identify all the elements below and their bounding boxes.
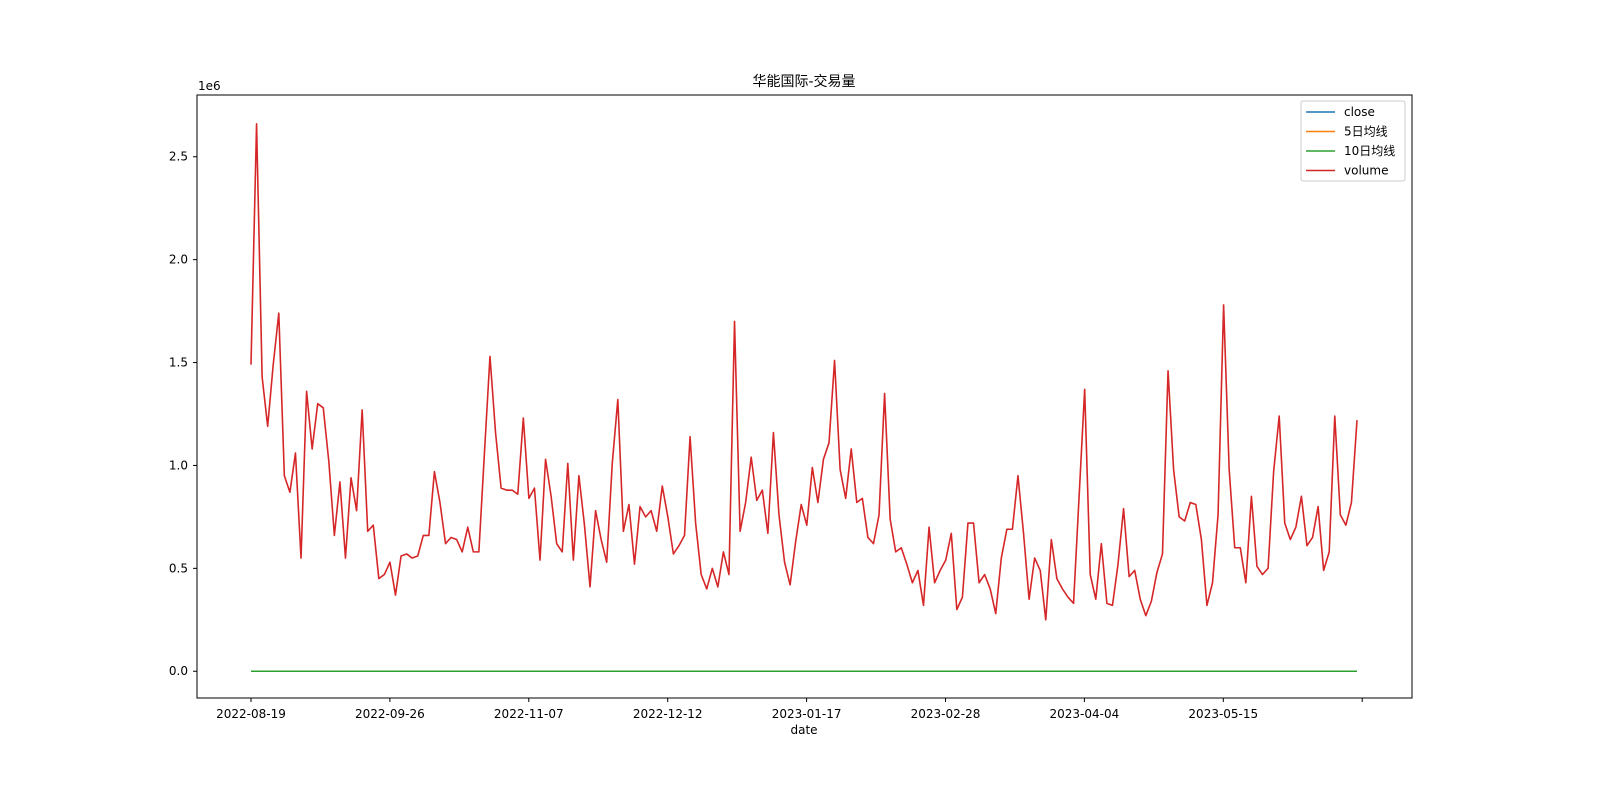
chart-title: 华能国际-交易量 [752, 73, 855, 90]
legend-label-volume: volume [1344, 164, 1388, 178]
x-tick-label: 2022-09-26 [355, 707, 425, 721]
y-tick-label: 1.5 [169, 356, 188, 370]
y-tick-label: 1.0 [169, 458, 188, 472]
x-tick-label: 2022-12-12 [633, 707, 703, 721]
y-tick-label: 2.5 [169, 150, 188, 164]
x-tick-label: 2022-11-07 [494, 707, 564, 721]
plot-frame [196, 94, 1413, 699]
legend-label-ma10: 10日均线 [1344, 144, 1395, 158]
y-offset-label: 1e6 [198, 79, 221, 93]
axes: 0.0 0.5 1.0 1.5 2.0 2.5 2022-08-19 2022-09-26 20… [169, 150, 1363, 721]
x-tick-label: 2023-05-15 [1188, 707, 1258, 721]
x-tick-label: 2023-01-17 [772, 707, 842, 721]
x-tick-label: 2023-02-28 [911, 707, 981, 721]
y-tick-label: 0.5 [169, 561, 188, 575]
legend-label-ma5: 5日均线 [1344, 125, 1388, 139]
x-tick-label: 2022-08-19 [216, 707, 286, 721]
y-tick-label: 2.0 [169, 253, 188, 267]
legend: close 5日均线 10日均线 volume [1300, 100, 1406, 182]
legend-box [1300, 100, 1406, 182]
legend-label-close: close [1344, 105, 1375, 119]
series-line-volume [250, 123, 1358, 621]
x-axis-label: date [790, 723, 817, 737]
plot-area [250, 123, 1358, 673]
x-tick-label: 2023-04-04 [1050, 707, 1120, 721]
y-tick-label: 0.0 [169, 664, 188, 678]
